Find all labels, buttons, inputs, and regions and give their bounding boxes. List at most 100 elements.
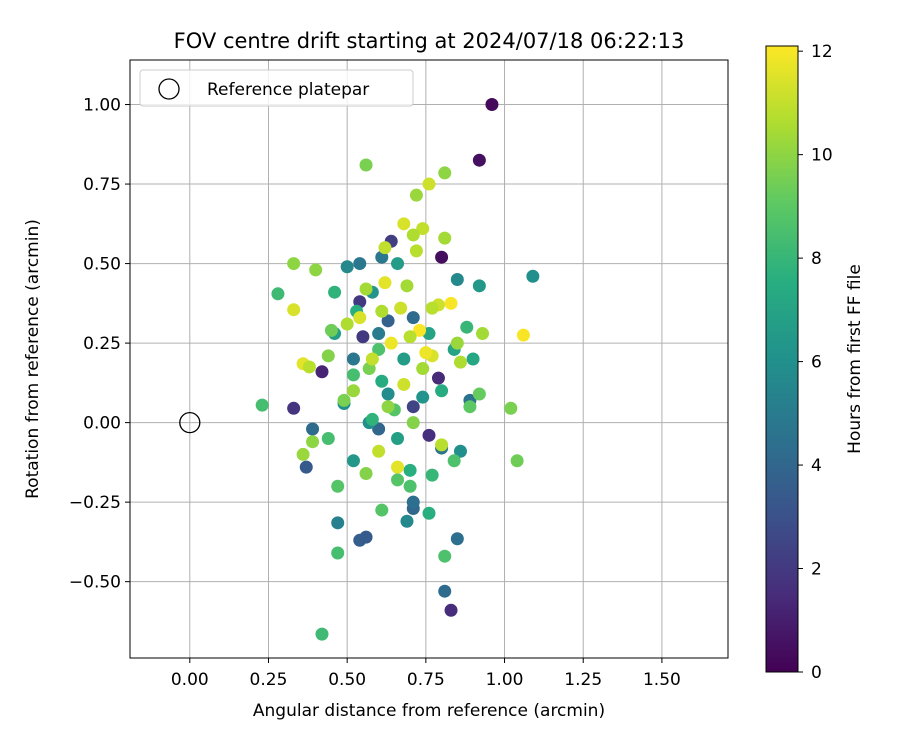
data-points — [255, 98, 540, 641]
x-tick-label: 0.75 — [407, 670, 445, 690]
data-point — [438, 231, 452, 245]
y-tick-label: 0.25 — [83, 334, 121, 354]
data-point — [416, 362, 430, 376]
data-point — [409, 244, 423, 258]
data-point — [324, 323, 338, 337]
data-point — [406, 228, 420, 242]
data-point — [435, 384, 449, 398]
data-point — [391, 473, 405, 487]
data-point — [381, 314, 395, 328]
data-point — [255, 398, 269, 412]
data-point — [365, 352, 379, 366]
reference-circle-icon — [179, 411, 201, 434]
data-point — [444, 603, 458, 617]
data-point — [287, 401, 301, 415]
x-tick-label: 1.00 — [486, 670, 524, 690]
data-point — [406, 311, 420, 325]
data-point — [375, 374, 389, 388]
data-point — [359, 530, 373, 544]
data-point — [359, 158, 373, 172]
chart-title: FOV centre drift starting at 2024/07/18 … — [174, 29, 685, 53]
colorbar-tick-label: 4 — [811, 456, 822, 476]
data-point — [435, 438, 449, 452]
data-point — [476, 327, 490, 341]
data-point — [378, 241, 392, 255]
data-point — [346, 368, 360, 382]
data-point — [526, 269, 540, 283]
x-tick-label: 1.25 — [564, 670, 602, 690]
colorbar-tick-label: 12 — [811, 42, 833, 62]
colorbar-tick-label: 8 — [811, 249, 822, 269]
x-tick-label: 1.50 — [643, 670, 681, 690]
y-tick-label: −0.25 — [69, 493, 121, 513]
data-point — [353, 257, 367, 271]
x-axis-label: Angular distance from reference (arcmin) — [253, 701, 605, 721]
data-point — [287, 257, 301, 271]
data-point — [306, 435, 320, 449]
data-point — [356, 330, 370, 344]
data-point — [391, 460, 405, 474]
data-point — [472, 153, 486, 167]
data-point — [422, 506, 436, 520]
data-point — [315, 365, 329, 379]
y-tick-label: 1.00 — [83, 96, 121, 116]
data-point — [372, 444, 386, 458]
y-tick-label: −0.50 — [69, 573, 121, 593]
legend-label: Reference platepar — [207, 80, 369, 100]
data-point — [359, 282, 373, 296]
y-tick-label: 0.00 — [83, 414, 121, 434]
y-tick-label: 0.50 — [83, 255, 121, 275]
legend-box — [139, 69, 414, 107]
data-point — [510, 454, 524, 468]
data-point — [394, 301, 408, 315]
data-point — [413, 323, 427, 337]
data-point — [372, 422, 386, 436]
data-point — [466, 352, 480, 366]
data-point — [453, 355, 467, 369]
x-axis-ticks: 0.00 0.25 0.50 0.75 1.00 1.25 1.50 — [171, 658, 681, 690]
data-point — [378, 276, 392, 290]
data-point — [438, 166, 452, 180]
colorbar-gradient — [765, 45, 799, 673]
colorbar-ticks: 0 2 4 6 8 10 12 — [798, 42, 833, 683]
data-point — [346, 454, 360, 468]
data-point — [359, 467, 373, 481]
data-point — [425, 301, 439, 315]
data-point — [375, 503, 389, 517]
data-point — [403, 463, 417, 477]
data-point — [346, 384, 360, 398]
legend: Reference platepar — [139, 69, 414, 107]
data-point — [435, 250, 449, 264]
data-point — [331, 546, 345, 560]
data-point — [400, 279, 414, 293]
data-point — [453, 444, 467, 458]
reference-marker — [179, 411, 201, 434]
data-point — [302, 360, 316, 374]
data-point — [328, 285, 342, 299]
data-point — [450, 272, 464, 286]
data-point — [472, 279, 486, 293]
data-point — [397, 352, 411, 366]
data-point — [337, 393, 351, 407]
data-point — [400, 514, 414, 528]
data-point — [444, 296, 458, 310]
data-point — [416, 222, 430, 236]
plot-frame — [129, 59, 729, 659]
data-point — [409, 188, 423, 202]
data-point — [403, 330, 417, 344]
data-point — [391, 432, 405, 446]
colorbar-label: Hours from first FF file — [845, 264, 865, 454]
data-point — [516, 328, 530, 342]
data-point — [472, 387, 486, 401]
data-point — [346, 352, 360, 366]
data-point — [384, 336, 398, 350]
data-point — [331, 516, 345, 530]
colorbar-tick-label: 10 — [811, 146, 833, 166]
data-point — [321, 349, 335, 363]
data-point — [397, 377, 411, 391]
data-point — [431, 371, 445, 385]
data-point — [315, 627, 329, 641]
legend-circle-icon — [158, 78, 180, 100]
data-point — [485, 98, 499, 112]
data-point — [438, 584, 452, 598]
